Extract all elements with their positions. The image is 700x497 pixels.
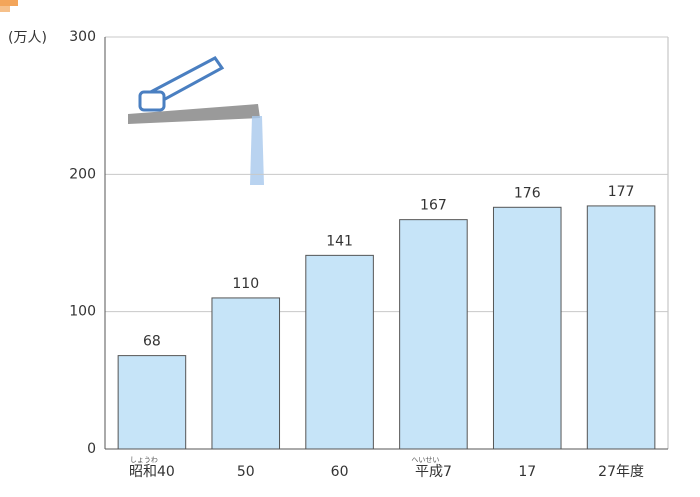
value-label: 176 xyxy=(514,185,541,201)
value-label: 110 xyxy=(232,276,259,292)
y-tick-label: 0 xyxy=(87,441,96,457)
bar xyxy=(586,205,656,450)
value-label: 68 xyxy=(143,334,161,350)
y-tick-label: 100 xyxy=(69,304,96,320)
value-label: 177 xyxy=(608,184,635,200)
x-tick-label: 27年度 xyxy=(598,464,644,480)
y-tick-label: 200 xyxy=(69,166,96,182)
x-tick-label: 60 xyxy=(331,464,349,480)
x-tick-label: 昭和40 xyxy=(129,464,175,480)
category-ruby: しょうわ xyxy=(130,456,158,464)
value-label: 141 xyxy=(326,233,353,249)
x-tick-label: 17 xyxy=(518,464,536,480)
faucet-illustration xyxy=(128,56,264,185)
x-tick-label: 平成7 xyxy=(415,464,452,480)
value-label: 167 xyxy=(420,198,447,214)
bar xyxy=(399,219,468,450)
bar xyxy=(305,254,374,450)
bar xyxy=(117,355,187,450)
bar xyxy=(492,206,562,450)
x-tick-label: 50 xyxy=(237,464,255,480)
category-ruby: へいせい xyxy=(411,456,439,464)
y-tick-label: 300 xyxy=(69,29,96,45)
y-axis-label: (万人) xyxy=(8,30,47,46)
header-icon xyxy=(0,0,18,12)
bar xyxy=(211,297,281,450)
